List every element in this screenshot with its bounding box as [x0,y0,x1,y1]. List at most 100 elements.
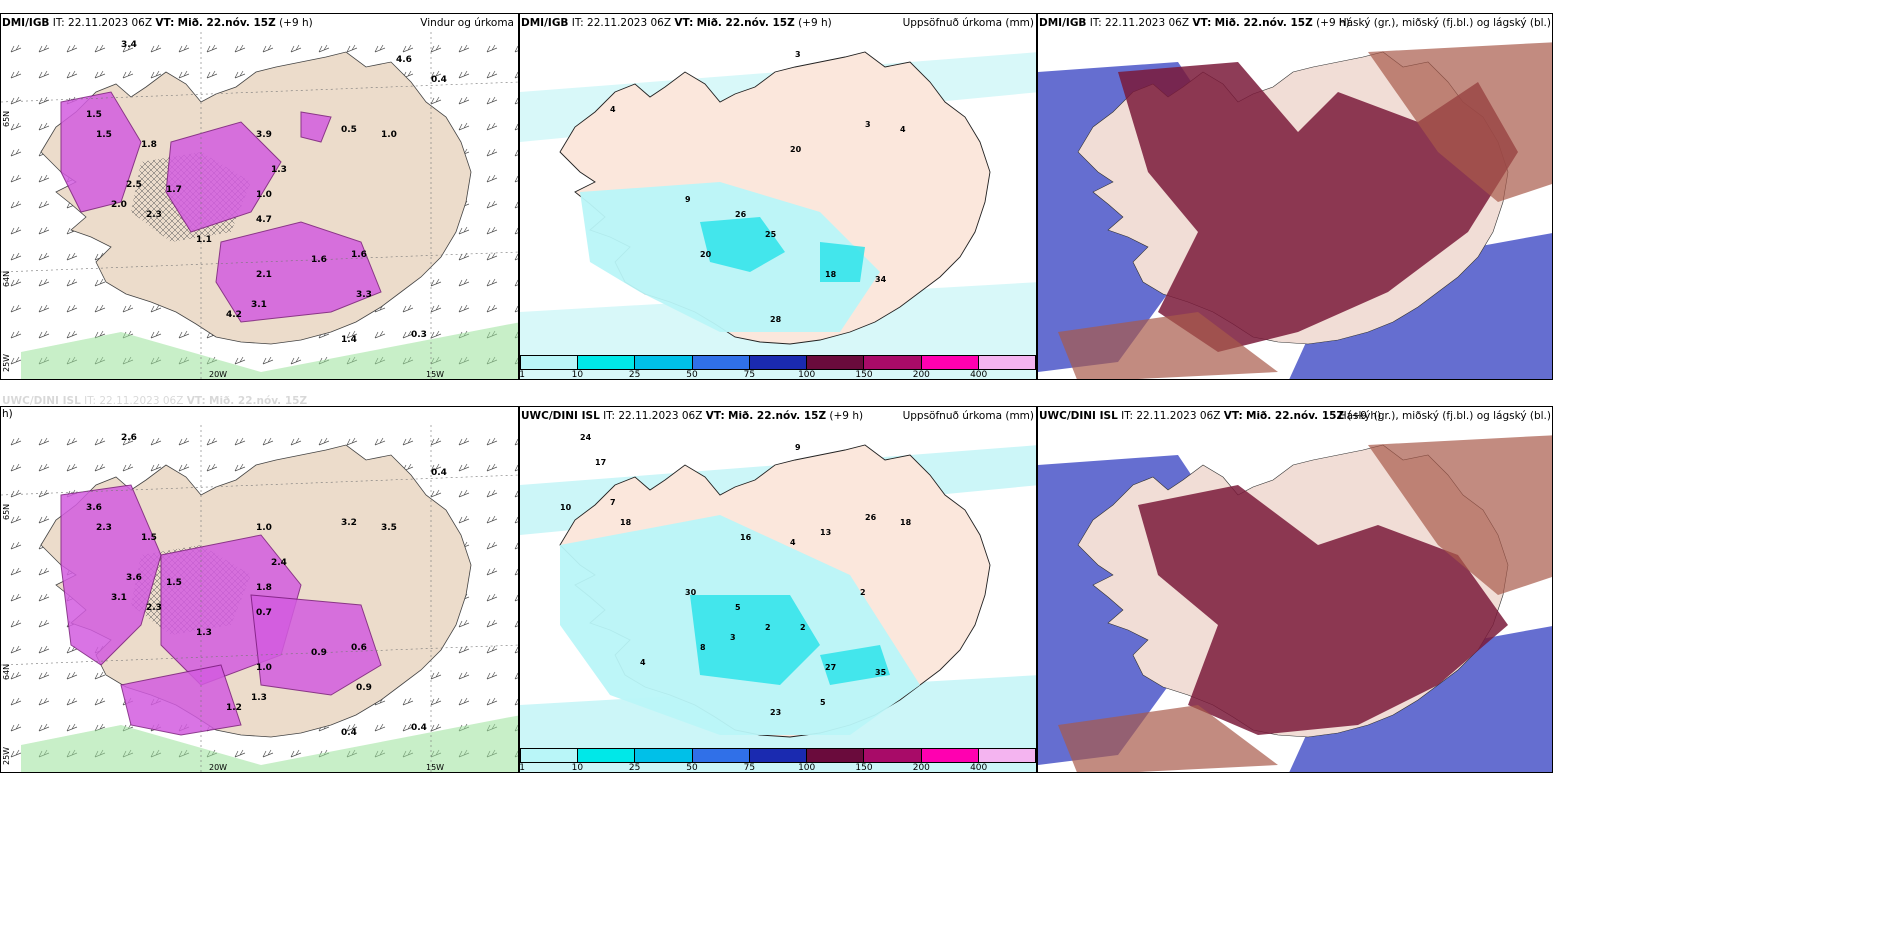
precip-value-label: 17 [595,458,606,467]
wind-barb [10,356,22,365]
wind-barb [402,437,414,446]
wind-barb [66,671,78,680]
colorbar-label: 200 [912,763,930,773]
colorbar-label: 50 [686,370,698,380]
precip-value-label: 8 [700,643,706,652]
it-label: IT: [84,395,97,407]
precip-value-label: 2.4 [271,558,287,568]
precip-value-label: 4.6 [396,55,412,65]
colorbar-swatch [635,356,693,369]
wind-barb [486,645,498,654]
wind-barb [346,330,358,339]
latitude-label: 65N [2,504,11,520]
precip-area-mid [690,595,890,685]
longitude-label: 20W [209,763,227,772]
mid-cloud [1058,435,1552,772]
precip-colorbar [520,748,1036,763]
it-label: IT: [603,410,616,422]
it-label: IT: [1121,410,1134,422]
high-cloud [1118,62,1518,352]
wind-barb [486,463,498,472]
wind-barb [38,70,50,79]
precip-value-label: 0.5 [341,125,357,135]
wind-barb [486,148,498,157]
wind-barb [430,437,442,446]
wind-barb [458,96,470,105]
precip-value-label: 1.8 [141,140,157,150]
vt-value: Mið. 22.nóv. 15Z [1214,17,1313,29]
wind-barb [38,645,50,654]
latitude-label: 65N [2,111,11,127]
wind-barb [10,70,22,79]
precip-value-label: 2.6 [121,433,137,443]
wind-barb [38,697,50,706]
wind-barb [10,489,22,498]
wind-barb [178,330,190,339]
wind-barb [262,356,274,365]
panel-header: UWC/DINI ISL IT: 22.11.2023 06Z VT: Mið.… [1039,410,1381,423]
wind-barb [486,174,498,183]
wind-barb [458,697,470,706]
source-label: UWC/DINI ISL [2,395,81,407]
it-value: 22.11.2023 06Z [99,395,184,407]
vt-value: Mið. 22.nóv. 15Z [1246,410,1345,422]
latitude-gridline [1,251,518,273]
wind-barb [38,437,50,446]
it-value: 22.11.2023 06Z [1136,410,1221,422]
colorbar-label: 75 [743,763,756,773]
wind-barb [206,437,218,446]
wind-barb [38,200,50,209]
precip-value-label: 3.1 [251,300,267,310]
precip-value-label: 3.2 [341,518,357,528]
precip-area [60,484,162,666]
wind-barb [10,619,22,628]
cloud-map [1038,425,1552,772]
wind-barb [486,70,498,79]
panel-header: DMI/IGB IT: 22.11.2023 06Z VT: Mið. 22.n… [521,17,832,30]
wind-barb [10,437,22,446]
wind-barb [458,44,470,53]
precip-value-label: 20 [700,250,712,259]
latitude-gridline [1,81,518,103]
precip-value-label: 1.6 [311,255,327,265]
wind-barb [402,330,414,339]
precip-value-label: 1.5 [141,533,157,543]
wind-barb [10,463,22,472]
lead-time: h) [2,408,13,420]
colorbar-labels: 1 10 25 50 75 100 150 200 400 [519,370,1036,382]
wind-map-panel-dmi: 20W 15W 65N 64N 25W 3.4 1.5 1.5 1.8 2.5 2.0 2.3 1.7 1… [0,13,519,380]
source-label: DMI/IGB [1039,17,1087,29]
wind-barb [430,697,442,706]
precip-value-label: 1.6 [351,250,367,260]
wind-barb [514,542,518,550]
wind-barb [486,515,498,524]
wind-barb [10,593,22,602]
precip-area-light [21,322,518,379]
wind-barb [38,96,50,105]
wind-barb [38,671,50,680]
wind-barb [122,70,134,79]
wind-barb [122,304,134,313]
source-label: DMI/IGB [521,17,569,29]
precip-value-label: 4 [790,538,796,547]
lead-time: (+9 h) [1316,17,1350,29]
precip-value-label: 2.1 [256,270,272,280]
wind-barb [514,594,518,602]
panel-title: Háský (gr.), miðský (fj.bl.) og lágský (… [1338,410,1551,422]
wind-map: 20W 15W 65N 64N 25W 2.6 3.6 2.3 1.5 3.6 3.1 2.3 1.5 2… [1,425,518,772]
lead-time: (+9 h) [798,17,832,29]
colorbar-swatch [807,749,865,762]
latitude-label: 64N [2,271,11,287]
precip-value-label: 23 [770,708,781,717]
lead-time: (+9 h) [829,410,864,422]
wind-barb [514,646,518,654]
colorbar-swatch [864,356,922,369]
wind-barb [122,44,134,53]
colorbar-label: 100 [798,370,816,380]
wind-barb [10,96,22,105]
precip-value-label: 1.8 [256,583,272,593]
precip-value-label: 9 [795,443,801,452]
longitude-label: 15W [426,763,444,772]
precip-value-label: 24 [580,433,592,442]
panel-title: Háský (gr.), miðský (fj.bl.) og lágský (… [1338,17,1551,29]
